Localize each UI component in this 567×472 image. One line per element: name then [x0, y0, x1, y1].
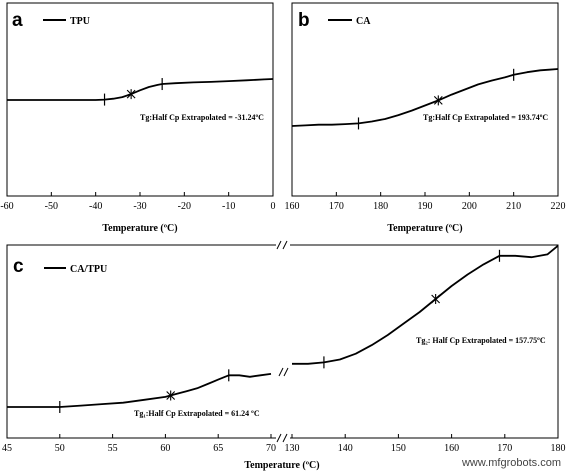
panel-c-legend: CA/TPU — [70, 264, 107, 275]
panel-b-x-tick-label: 160 — [285, 201, 300, 212]
panel-c-x-left-tick-label: 70 — [266, 443, 276, 454]
panel-a-x-tick-label: -60 — [0, 201, 13, 212]
panel-c-bottom-break-gap — [276, 433, 290, 443]
panel-c-x-left-tick-label: 65 — [213, 443, 223, 454]
panel-a-x-tick-label: -50 — [45, 201, 58, 212]
panel-b-frame — [291, 2, 559, 197]
panel-a-series-line — [7, 78, 274, 101]
panel-a-legend: TPU — [70, 16, 90, 27]
panel-c-x-left-tick-label: 60 — [160, 443, 170, 454]
panel-a-x-tick-label: -30 — [133, 201, 146, 212]
panel-a-markers — [103, 78, 163, 106]
panel-b-x-tick-label: 200 — [462, 201, 477, 212]
panel-b-x-tick-label: 170 — [329, 201, 344, 212]
panel-a-x-tick-label: -20 — [178, 201, 191, 212]
panel-a-letter: a — [12, 10, 23, 31]
panel-c-break-marks — [276, 240, 289, 443]
panel-b-xlabel: Temperature (ºC) — [387, 223, 462, 234]
panel-c-x-right-tick-label: 160 — [444, 443, 459, 454]
panel-c-markers — [59, 249, 501, 413]
panel-b-x-tick-label: 210 — [506, 201, 521, 212]
panel-c-x-right-tick-label: 180 — [551, 443, 566, 454]
panel-c-right-tg-star-marker — [431, 294, 441, 304]
panel-c-x-left-tick-label: 45 — [2, 443, 12, 454]
panel-b-tg-star-marker — [433, 95, 443, 106]
panel-c-annotation-right: Tg₂: Half Cp Extrapolated = 157.75ºC — [416, 336, 546, 345]
panel-c-annotation-left: Tg₁:Half Cp Extrapolated = 61.24 ºC — [134, 409, 260, 418]
panel-a-xlabel: Temperature (ºC) — [102, 223, 177, 234]
panel-c-x-right-tick-label: 170 — [497, 443, 512, 454]
panel-b-legend: CA — [356, 16, 371, 27]
panel-a-x-tick-label: -40 — [89, 201, 102, 212]
panel-b-x-axis: 160 170 180 190 200 210 220 — [285, 192, 566, 212]
panel-a-tg-star-marker — [126, 89, 136, 100]
watermark: www.mfgrobots.com — [461, 457, 561, 469]
panel-a-x-axis: -60 -50 -40 -30 -20 -10 0 — [0, 192, 276, 212]
panel-a-x-tick-label: -10 — [222, 201, 235, 212]
panel-b-annotation: Tg:Half Cp Extrapolated = 193.74ºC — [423, 113, 548, 122]
panel-c-top-break-gap — [276, 240, 290, 250]
panel-b-letter: b — [298, 10, 310, 31]
panel-b-x-tick-label: 180 — [373, 201, 388, 212]
panel-c-letter: c — [13, 256, 24, 277]
panel-a-x-tick-label: 0 — [271, 201, 276, 212]
panel-c-x-right-tick-label: 130 — [285, 443, 300, 454]
panel-b-markers — [357, 68, 515, 130]
panel-c-left-tg-star-marker — [166, 390, 176, 401]
panel-c-series-line-right — [292, 245, 559, 365]
panel-c-xlabel: Temperature (ºC) — [244, 460, 319, 471]
panel-a: a TPU Tg:Half Cp Extrapolated = -31.24ºC… — [0, 2, 276, 234]
panel-c-x-right-tick-label: 150 — [391, 443, 406, 454]
panel-c-x-left-tick-label: 55 — [108, 443, 118, 454]
panel-b-series-line — [291, 68, 559, 127]
panel-b-x-tick-label: 220 — [551, 201, 566, 212]
panel-b-x-tick-label: 190 — [418, 201, 433, 212]
panel-c-x-axis: 45 50 55 60 65 70 130 140 150 160 170 180 — [2, 434, 566, 454]
panel-c-series-line-left — [7, 373, 272, 408]
panel-c-x-left-tick-label: 50 — [55, 443, 65, 454]
panel-b: b CA Tg:Half Cp Extrapolated = 193.74ºC … — [285, 2, 566, 234]
panel-c-x-right-tick-label: 140 — [338, 443, 353, 454]
panel-a-annotation: Tg:Half Cp Extrapolated = -31.24ºC — [140, 113, 264, 122]
panel-c: c CA/TPU Tg₁:Half Cp Extrapolated = 61.2… — [2, 240, 566, 471]
